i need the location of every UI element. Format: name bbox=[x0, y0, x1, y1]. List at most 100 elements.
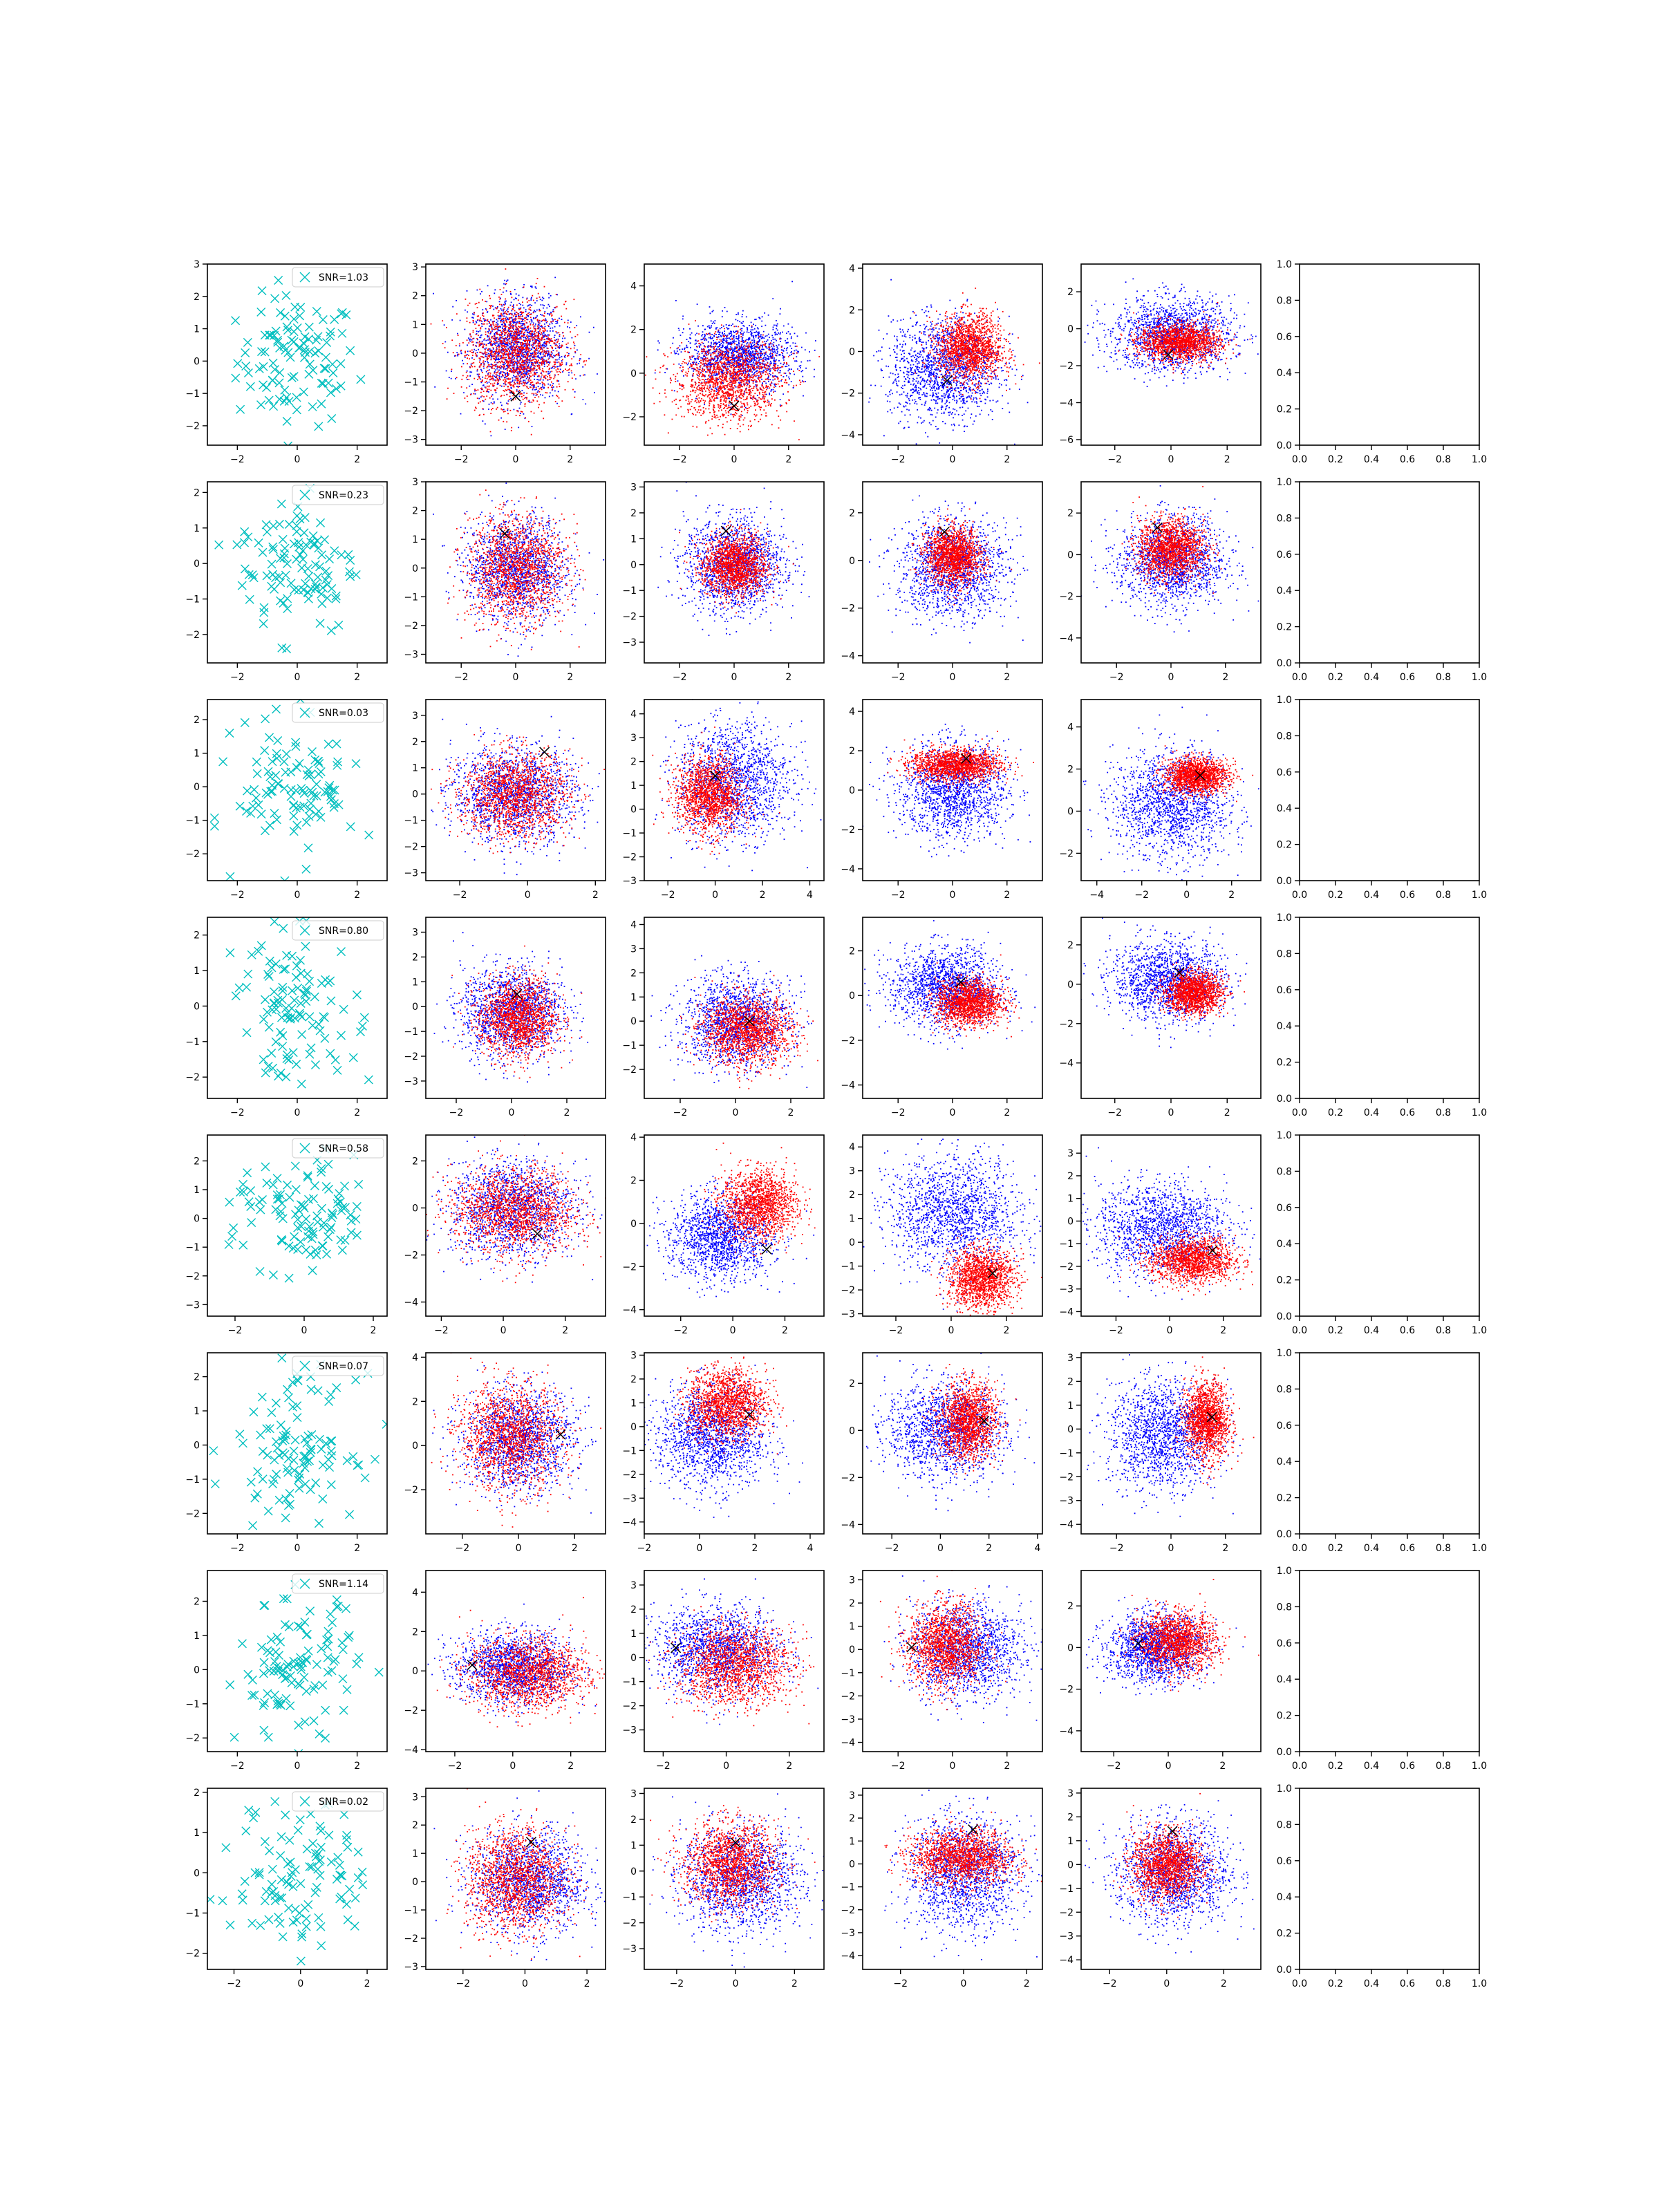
x-tick-label: −2 bbox=[1109, 672, 1124, 683]
y-tick-label: 0.6 bbox=[1277, 332, 1292, 343]
x-tick-label: 0.2 bbox=[1328, 1543, 1343, 1554]
y-tick-label: 1 bbox=[412, 977, 418, 988]
y-tick-label: 2 bbox=[194, 1596, 200, 1607]
x-tick-label: −2 bbox=[1107, 1761, 1121, 1772]
x-tick-label: 2 bbox=[785, 672, 791, 683]
x-tick-label: −2 bbox=[673, 672, 687, 683]
x-tick-label: 2 bbox=[791, 1978, 798, 1989]
x-tick-label: −2 bbox=[1134, 890, 1149, 901]
x-tick-label: −2 bbox=[656, 1761, 671, 1772]
y-tick-label: 1.0 bbox=[1277, 912, 1292, 924]
y-tick-label: 3 bbox=[630, 944, 637, 955]
y-tick-label: −3 bbox=[1059, 1496, 1074, 1507]
y-tick-label: 2 bbox=[849, 1598, 855, 1609]
y-tick-label: 1 bbox=[849, 1214, 855, 1225]
y-tick-label: 0 bbox=[194, 1440, 200, 1451]
y-tick-label: −4 bbox=[841, 430, 855, 441]
y-tick-label: 2 bbox=[630, 325, 637, 336]
x-tick-label: 0.0 bbox=[1292, 1761, 1307, 1772]
x-tick-label: 0.6 bbox=[1400, 1761, 1415, 1772]
y-tick-label: −2 bbox=[841, 388, 855, 400]
y-tick-label: 2 bbox=[1067, 1601, 1074, 1612]
y-tick-label: 1 bbox=[194, 324, 200, 335]
y-tick-label: −4 bbox=[841, 1080, 855, 1091]
y-tick-label: 0.2 bbox=[1277, 404, 1292, 415]
y-tick-label: 2 bbox=[412, 1396, 418, 1407]
y-tick-label: 0 bbox=[849, 991, 855, 1002]
x-tick-label: 1.0 bbox=[1472, 1543, 1487, 1554]
x-tick-label: 2 bbox=[1004, 454, 1010, 465]
y-tick-label: −3 bbox=[185, 1300, 200, 1311]
y-tick-label: −4 bbox=[1059, 1058, 1074, 1069]
x-tick-label: 2 bbox=[1224, 1107, 1230, 1118]
y-tick-label: 1 bbox=[194, 523, 200, 534]
x-tick-label: 2 bbox=[568, 1761, 574, 1772]
x-tick-label: −2 bbox=[891, 1107, 906, 1118]
y-tick-label: −2 bbox=[1059, 1907, 1074, 1918]
y-tick-label: 0.8 bbox=[1277, 1384, 1292, 1395]
y-tick-label: 0.6 bbox=[1277, 1203, 1292, 1214]
y-tick-label: 1 bbox=[630, 1398, 637, 1409]
y-tick-label: 3 bbox=[849, 1166, 855, 1177]
y-tick-label: 0.0 bbox=[1277, 1529, 1292, 1540]
y-tick-label: 0 bbox=[194, 1868, 200, 1879]
x-tick-label: 0 bbox=[1168, 454, 1174, 465]
y-tick-label: 2 bbox=[412, 1627, 418, 1638]
x-tick-label: 0 bbox=[950, 454, 956, 465]
y-tick-label: 0 bbox=[412, 563, 418, 574]
x-tick-label: 0 bbox=[297, 1978, 303, 1989]
y-tick-label: 2 bbox=[412, 1156, 418, 1167]
x-tick-label: 0.6 bbox=[1400, 1543, 1415, 1554]
y-tick-label: 4 bbox=[630, 919, 637, 930]
x-tick-label: 0.8 bbox=[1436, 672, 1451, 683]
x-tick-label: 0 bbox=[294, 454, 301, 465]
x-tick-label: 0.0 bbox=[1292, 1325, 1307, 1336]
x-tick-label: 0.6 bbox=[1400, 890, 1415, 901]
y-tick-label: −2 bbox=[404, 1051, 418, 1062]
y-tick-label: −2 bbox=[841, 825, 855, 836]
legend: SNR=1.14 bbox=[292, 1574, 384, 1593]
x-tick-label: 0 bbox=[733, 1978, 739, 1989]
x-tick-label: 2 bbox=[760, 890, 766, 901]
x-tick-label: 1.0 bbox=[1472, 672, 1487, 683]
x-tick-label: 2 bbox=[752, 1543, 758, 1554]
y-tick-label: 3 bbox=[630, 733, 637, 744]
y-tick-label: 2 bbox=[630, 757, 637, 768]
y-tick-label: −1 bbox=[1059, 1239, 1074, 1250]
x-tick-label: 4 bbox=[807, 890, 813, 901]
x-tick-label: 0.8 bbox=[1436, 1543, 1451, 1554]
y-tick-label: −1 bbox=[404, 592, 418, 603]
y-tick-label: 1.0 bbox=[1277, 259, 1292, 270]
legend: SNR=1.03 bbox=[292, 268, 384, 287]
x-tick-label: 0.6 bbox=[1400, 454, 1415, 465]
y-tick-label: −1 bbox=[622, 1677, 637, 1688]
x-tick-label: −2 bbox=[454, 672, 469, 683]
x-tick-label: 2 bbox=[567, 454, 573, 465]
y-tick-label: −1 bbox=[841, 1668, 855, 1679]
y-tick-label: 3 bbox=[412, 1792, 418, 1803]
x-tick-label: −2 bbox=[637, 1543, 652, 1554]
y-tick-label: 0 bbox=[1067, 324, 1074, 335]
x-tick-label: 0 bbox=[1167, 1325, 1173, 1336]
x-tick-label: 0.2 bbox=[1328, 1978, 1343, 1989]
y-tick-label: 1.0 bbox=[1277, 477, 1292, 488]
y-tick-label: 4 bbox=[412, 1352, 418, 1363]
x-tick-label: 0 bbox=[733, 1107, 739, 1118]
x-tick-label: −2 bbox=[1103, 1978, 1117, 1989]
y-tick-label: 2 bbox=[194, 1788, 200, 1799]
x-tick-label: 0.2 bbox=[1328, 890, 1343, 901]
y-tick-label: 2 bbox=[630, 1604, 637, 1615]
y-tick-label: 2 bbox=[1067, 1376, 1074, 1387]
y-tick-label: 0.2 bbox=[1277, 1058, 1292, 1069]
x-tick-label: −2 bbox=[230, 1543, 245, 1554]
y-tick-label: 0 bbox=[630, 1016, 637, 1027]
x-tick-label: 0 bbox=[1165, 1761, 1172, 1772]
y-tick-label: 2 bbox=[194, 1372, 200, 1383]
y-tick-label: 0 bbox=[849, 1237, 855, 1248]
y-tick-label: −2 bbox=[622, 412, 637, 423]
y-tick-label: 0.6 bbox=[1277, 985, 1292, 996]
y-tick-label: 0.2 bbox=[1277, 1493, 1292, 1504]
y-tick-label: 0 bbox=[1067, 1859, 1074, 1871]
x-tick-label: 0.6 bbox=[1400, 672, 1415, 683]
